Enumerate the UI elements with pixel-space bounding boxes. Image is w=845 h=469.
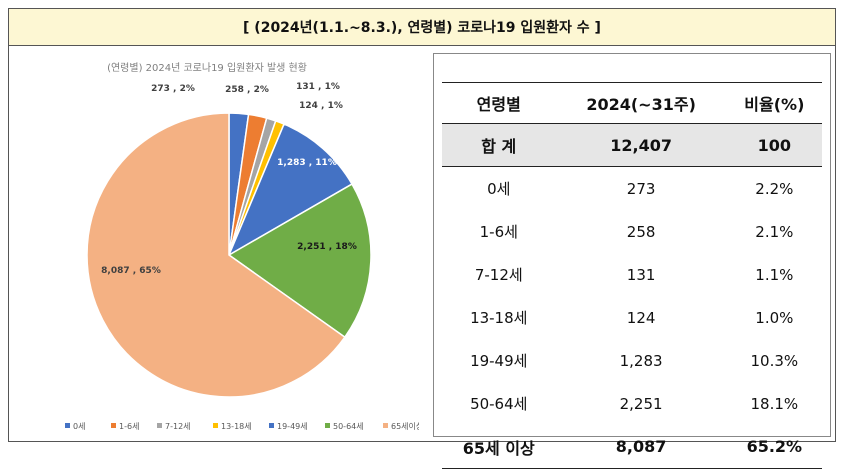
row-age: 0세 bbox=[487, 180, 511, 198]
table-total-row: 합 계 12,407 100 bbox=[442, 123, 822, 167]
pie-chart-panel: (연령별) 2024년 코로나19 입원환자 발생 현황 273 , 2% 258… bbox=[15, 53, 419, 437]
row-count: 1,283 bbox=[619, 351, 663, 370]
row-ratio: 18.1% bbox=[750, 394, 799, 413]
row-count: 131 bbox=[626, 265, 656, 284]
legend-swatch bbox=[157, 423, 162, 428]
stats-table-panel: 연령별 2024(~31주) 비율(%) 합 계 12,407 100 0세 2… bbox=[433, 53, 831, 469]
total-label: 합 계 bbox=[442, 123, 556, 167]
pie-slice-65세이상 bbox=[86, 112, 346, 398]
row-ratio: 2.2% bbox=[755, 179, 794, 198]
legend-label: 0세 bbox=[73, 422, 85, 431]
data-label: 273 , 2% bbox=[151, 84, 195, 94]
row-ratio: 65.2% bbox=[726, 425, 822, 469]
row-count: 124 bbox=[626, 308, 656, 327]
legend-swatch bbox=[213, 423, 218, 428]
legend-label: 1-6세 bbox=[119, 422, 139, 431]
legend-swatch bbox=[111, 423, 116, 428]
table-row: 65세 이상 8,087 65.2% bbox=[442, 425, 822, 469]
row-ratio: 10.3% bbox=[750, 351, 799, 370]
stats-table: 연령별 2024(~31주) 비율(%) 합 계 12,407 100 0세 2… bbox=[442, 82, 822, 469]
legend-swatch bbox=[325, 423, 330, 428]
table-row: 0세 273 2.2% bbox=[442, 167, 822, 211]
col-header-ratio: 비율(%) bbox=[726, 82, 822, 124]
pie-slice-50-64세 bbox=[227, 183, 372, 339]
page-title: [ (2024년(1.1.~8.3.), 연령별) 코로나19 입원환자 수 ] bbox=[9, 9, 835, 46]
legend-label: 19-49세 bbox=[277, 422, 308, 431]
table-row: 19-49세 1,283 10.3% bbox=[442, 339, 822, 382]
col-header-count: 2024(~31주) bbox=[555, 82, 727, 124]
row-age: 19-49세 bbox=[470, 352, 528, 370]
table-row: 1-6세 258 2.1% bbox=[442, 210, 822, 253]
data-label: 124 , 1% bbox=[299, 101, 343, 111]
col-header-age: 연령별 bbox=[442, 82, 556, 124]
row-count: 2,251 bbox=[619, 394, 663, 413]
row-count: 258 bbox=[626, 222, 656, 241]
table-row: 13-18세 124 1.0% bbox=[442, 296, 822, 339]
table-header-row: 연령별 2024(~31주) 비율(%) bbox=[442, 82, 822, 124]
legend-swatch bbox=[383, 423, 388, 428]
row-count: 273 bbox=[626, 179, 656, 198]
chart-title: (연령별) 2024년 코로나19 입원환자 발생 현황 bbox=[107, 61, 307, 74]
legend-swatch bbox=[65, 423, 70, 428]
row-ratio: 1.0% bbox=[755, 308, 794, 327]
data-label: 2,251 , 18% bbox=[297, 242, 357, 252]
row-age: 7-12세 bbox=[474, 266, 523, 284]
total-count: 12,407 bbox=[555, 123, 727, 167]
table-row: 7-12세 131 1.1% bbox=[442, 253, 822, 296]
pie-chart: (연령별) 2024년 코로나19 입원환자 발생 현황 273 , 2% 258… bbox=[65, 61, 419, 431]
data-label: 258 , 2% bbox=[225, 85, 269, 95]
row-age: 65세 이상 bbox=[442, 425, 556, 469]
row-ratio: 1.1% bbox=[755, 265, 794, 284]
legend-swatch bbox=[269, 423, 274, 428]
legend-label: 50-64세 bbox=[333, 422, 364, 431]
table-row: 50-64세 2,251 18.1% bbox=[442, 382, 822, 425]
data-label: 1,283 , 11% bbox=[277, 158, 337, 168]
data-label: 8,087 , 65% bbox=[101, 266, 161, 276]
figure-frame: [ (2024년(1.1.~8.3.), 연령별) 코로나19 입원환자 수 ]… bbox=[8, 8, 836, 469]
data-label: 131 , 1% bbox=[296, 82, 340, 92]
row-ratio: 2.1% bbox=[755, 222, 794, 241]
row-age: 50-64세 bbox=[470, 395, 528, 413]
pie-slice-19-49세 bbox=[227, 123, 354, 257]
total-ratio: 100 bbox=[726, 123, 822, 167]
row-count: 8,087 bbox=[555, 425, 727, 469]
legend-label: 7-12세 bbox=[165, 422, 191, 431]
row-age: 13-18세 bbox=[470, 309, 528, 327]
row-age: 1-6세 bbox=[479, 223, 518, 241]
legend-label: 13-18세 bbox=[221, 422, 252, 431]
